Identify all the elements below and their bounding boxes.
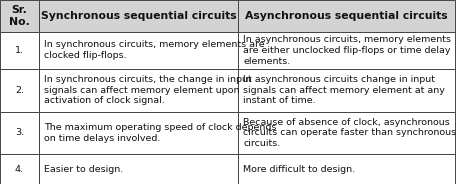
Text: In synchronous circuits, memory elements are
clocked flip-flops.: In synchronous circuits, memory elements…	[45, 40, 265, 60]
Text: 3.: 3.	[15, 128, 24, 137]
Text: Because of absence of clock, asynchronous
circuits can operate faster than synch: Because of absence of clock, asynchronou…	[244, 118, 456, 148]
Text: In synchronous circuits, the change in input
signals can affect memory element u: In synchronous circuits, the change in i…	[45, 75, 252, 105]
Bar	[39, 69, 238, 112]
Bar	[238, 112, 455, 154]
Bar	[238, 154, 455, 184]
Text: Sr.
No.: Sr. No.	[9, 5, 30, 27]
Text: In asynchronous circuits, memory elements
are either unclocked flip-flops or tim: In asynchronous circuits, memory element…	[244, 35, 451, 66]
Bar	[238, 0, 455, 32]
Text: Synchronous sequential circuits: Synchronous sequential circuits	[41, 11, 236, 21]
Bar	[0, 0, 39, 32]
Bar	[39, 112, 238, 154]
Bar	[0, 69, 39, 112]
Text: 4.: 4.	[15, 165, 24, 174]
Text: Asynchronous sequential circuits: Asynchronous sequential circuits	[245, 11, 448, 21]
Text: More difficult to design.: More difficult to design.	[244, 165, 356, 174]
Bar	[0, 112, 39, 154]
Bar	[0, 32, 39, 69]
Bar	[39, 32, 238, 69]
Bar	[39, 0, 238, 32]
Text: 2.: 2.	[15, 86, 24, 95]
Text: The maximum operating speed of clock depends
on time delays involved.: The maximum operating speed of clock dep…	[45, 123, 277, 143]
Text: In asynchronous circuits change in input
signals can affect memory element at an: In asynchronous circuits change in input…	[244, 75, 445, 105]
Text: Easier to design.: Easier to design.	[45, 165, 124, 174]
Bar	[39, 154, 238, 184]
Text: 1.: 1.	[15, 46, 24, 55]
Bar	[238, 32, 455, 69]
Bar	[238, 69, 455, 112]
Bar	[0, 154, 39, 184]
